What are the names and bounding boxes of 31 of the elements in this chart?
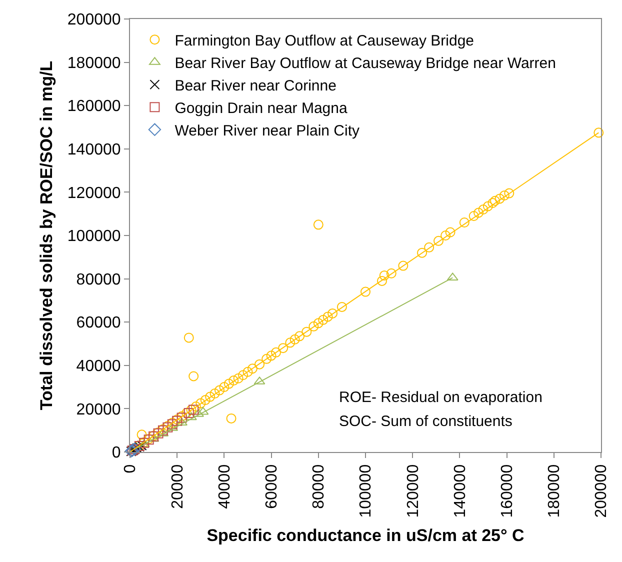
y-tick-label: 40000 [76,358,121,375]
x-tick-label: 140000 [452,464,469,518]
x-tick-label: 180000 [546,464,564,518]
y-tick-label: 140000 [67,142,121,158]
y-tick-label: 120000 [67,184,121,202]
legend-label: Farmington Bay Outflow at Causeway Bridge [174,32,474,50]
annotation: SOC- Sum of constituents [339,413,512,430]
legend-label: Goggin Drain near Magna [174,100,348,117]
y-tick-label: 0 [112,444,121,462]
x-tick-label: 20000 [169,464,186,509]
y-tick-label: 180000 [67,54,121,72]
x-tick-label: 100000 [358,464,375,518]
x-axis-title: Specific conductance in uS/cm at 25° C [206,526,524,546]
y-tick-label: 100000 [67,228,121,246]
x-tick-label: 0 [122,464,140,474]
y-tick-label: 60000 [76,314,121,332]
legend-label: Weber River near Plain City [174,122,360,140]
x-tick-label: 120000 [404,464,422,518]
y-axis-title: Total dissolved solids by ROE/SOC in mg/L [36,60,56,410]
annotation: ROE- Residual on evaporation [339,389,542,406]
x-tick-label: 60000 [264,464,280,509]
legend-label: Bear River Bay Outflow at Causeway Bridge near Warren [174,54,556,72]
y-tick-label: 160000 [67,98,121,116]
x-tick-label: 160000 [499,464,516,518]
y-tick-label: 20000 [76,401,121,418]
x-tick-label: 40000 [216,464,234,509]
legend-label: Bear River near Corinne [174,77,336,94]
y-tick-label: 200000 [67,12,121,29]
x-tick-label: 200000 [593,464,610,518]
x-tick-label: 80000 [310,464,328,509]
y-tick-label: 80000 [76,271,121,288]
